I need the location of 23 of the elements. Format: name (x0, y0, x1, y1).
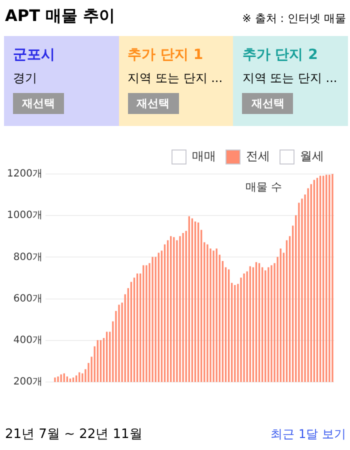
text: 재선택 (13, 93, 64, 114)
y-tick-label: 1000개 (6, 210, 42, 222)
legend-label: 매매 (192, 149, 216, 164)
legend-label: 월세 (300, 149, 324, 164)
y-tick-label: 600개 (13, 293, 42, 304)
text: 재선택 (128, 93, 179, 114)
text: 추가 단지 1 (128, 46, 204, 64)
y-tick-label: 200개 (13, 376, 42, 388)
text: 군포시 (13, 46, 56, 64)
y-tick-label: 400개 (13, 334, 42, 346)
text: ※ 출처 : 인터넷 매물 (242, 11, 346, 26)
text: 최근 1달 보기 (270, 426, 346, 443)
text: 재선택 (242, 93, 294, 114)
chart-title: APT 매물 추이 (5, 6, 116, 27)
y-tick-label: 800개 (13, 252, 42, 263)
legend-label: 전세 (246, 149, 270, 164)
text: 지역 또는 단지 ... (128, 70, 224, 87)
text: 추가 단지 2 (242, 46, 319, 64)
annotation: 매물 수 (246, 180, 282, 194)
text: 21년 7월 ~ 22년 11월 (5, 426, 142, 443)
text: 경기 (13, 70, 38, 87)
y-tick-label: 1200개 (6, 168, 42, 180)
text: 지역 또는 단지 ... (242, 70, 338, 87)
